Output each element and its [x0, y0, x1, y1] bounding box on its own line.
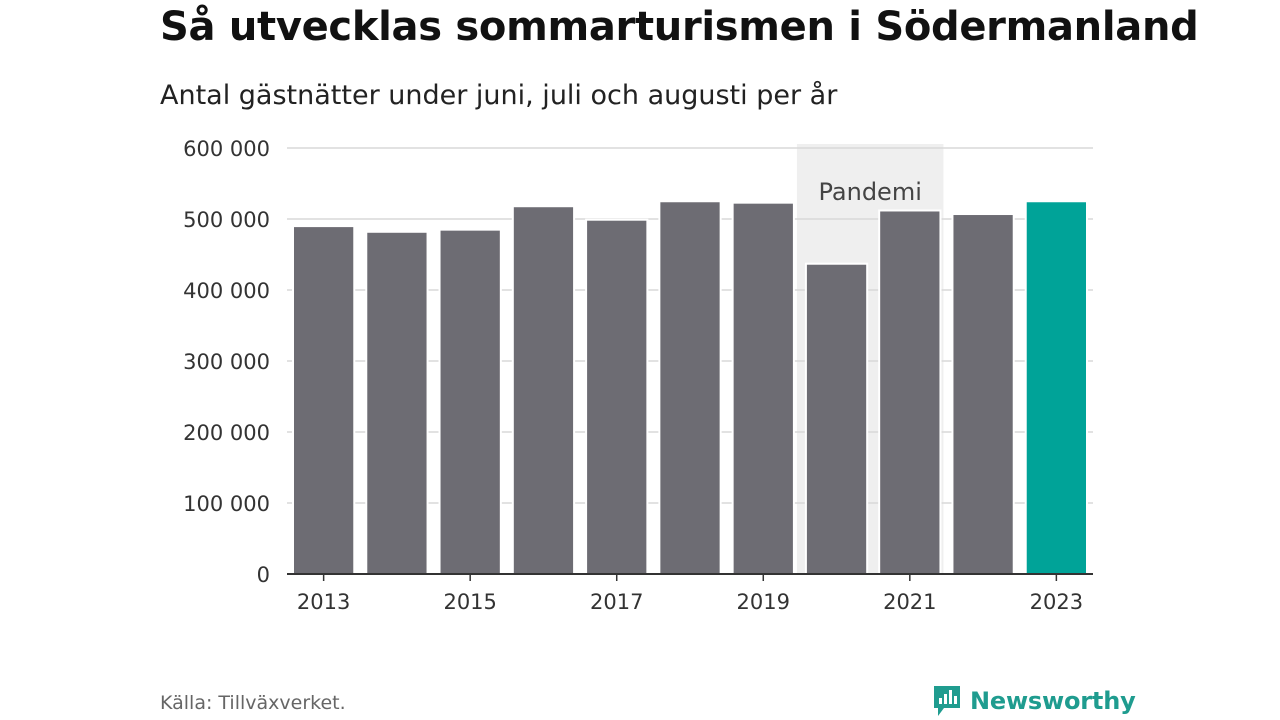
chart-title: Så utvecklas sommarturismen i Södermanla… — [160, 4, 1199, 50]
bar-2018 — [658, 200, 722, 575]
y-tick-label: 200 000 — [183, 421, 270, 445]
x-tick-label: 2013 — [297, 590, 350, 614]
newsworthy-icon — [934, 686, 960, 716]
bar-2015 — [438, 228, 502, 575]
bar-2020 — [804, 262, 869, 575]
bar-2022 — [951, 213, 1015, 575]
y-tick-label: 100 000 — [183, 492, 270, 516]
x-tick-label: 2019 — [737, 590, 790, 614]
source-note: Källa: Tillväxverket. — [160, 692, 346, 714]
chart-subtitle: Antal gästnätter under juni, juli och au… — [160, 80, 838, 111]
bar-2017 — [585, 218, 649, 576]
bar-2013 — [292, 225, 356, 575]
bar-2019 — [731, 201, 795, 575]
bar-2021 — [878, 209, 942, 575]
brand-logo: Newsworthy — [932, 684, 1136, 718]
x-tick-label: 2021 — [883, 590, 936, 614]
y-tick-label: 400 000 — [183, 279, 270, 303]
y-tick-label: 0 — [257, 563, 270, 587]
brand-name: Newsworthy — [970, 687, 1136, 715]
annotation-label: Pandemi — [819, 178, 922, 206]
bar-2016 — [511, 205, 576, 575]
y-tick-label: 600 000 — [183, 137, 270, 161]
bar-chart: 0 100 000 200 000 300 000 400 000 500 000 600 … — [183, 137, 1093, 614]
x-tick-label: 2023 — [1030, 590, 1083, 614]
y-tick-label: 500 000 — [183, 208, 270, 232]
bar-2023 — [1024, 200, 1089, 575]
x-tick-label: 2017 — [590, 590, 643, 614]
x-tick-label: 2015 — [443, 590, 496, 614]
y-tick-label: 300 000 — [183, 350, 270, 374]
bar-2014 — [365, 230, 429, 575]
